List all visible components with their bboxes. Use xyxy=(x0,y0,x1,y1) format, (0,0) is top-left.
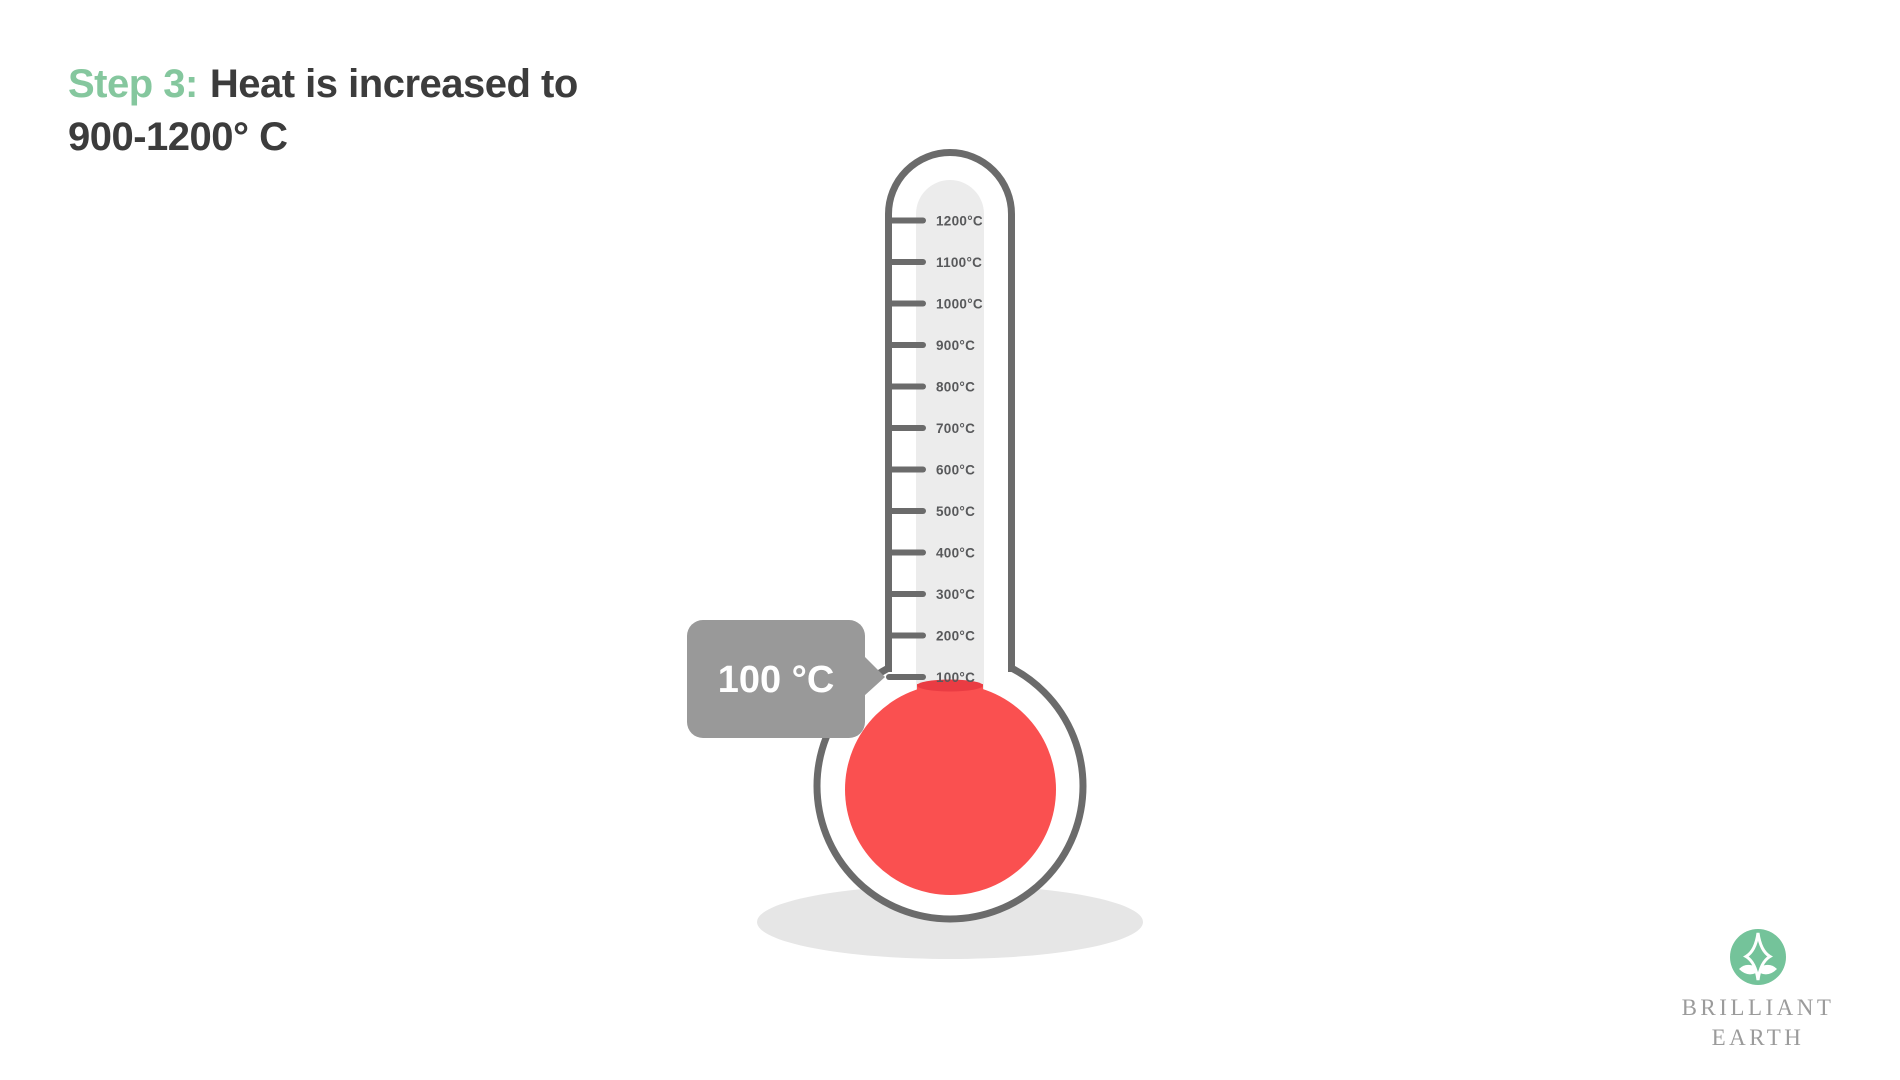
scale-label-600: 600°C xyxy=(936,463,975,478)
scale-label-800: 800°C xyxy=(936,380,975,395)
scale-label-900: 900°C xyxy=(936,338,975,353)
scale-labels: 1200°C 1100°C 1000°C 900°C 800°C 700°C 6… xyxy=(936,214,983,686)
brand-name-line1: BRILLIANT xyxy=(1681,995,1835,1020)
scale-label-400: 400°C xyxy=(936,546,975,561)
scale-label-1100: 1100°C xyxy=(936,255,982,270)
brand-logo-mark xyxy=(1730,929,1786,985)
title-line-2: 900-1200° C xyxy=(68,115,288,159)
brand-name-line2: EARTH xyxy=(1711,1025,1805,1050)
logo-leaf-left xyxy=(1739,964,1756,975)
logo-leaf-right xyxy=(1760,964,1777,975)
temperature-callout-value: 100 °C xyxy=(718,659,835,701)
callout-pointer xyxy=(864,656,885,696)
scale-label-700: 700°C xyxy=(936,421,975,436)
scale-label-1000: 1000°C xyxy=(936,297,983,312)
liquid-bulb xyxy=(845,684,1056,895)
title-text-1: Heat is increased to xyxy=(209,62,578,106)
scale-label-1200: 1200°C xyxy=(936,214,983,229)
scale-label-300: 300°C xyxy=(936,587,975,602)
temperature-callout: 100 °C xyxy=(687,620,885,738)
scale-ticks xyxy=(886,217,926,680)
liquid-meniscus xyxy=(917,679,983,692)
brand-logo: BRILLIANT EARTH xyxy=(1678,928,1838,1053)
step-label: Step 3: xyxy=(68,62,198,106)
scale-label-200: 200°C xyxy=(936,629,975,644)
page-title: Step 3: Heat is increased to 900-1200° C xyxy=(68,58,578,164)
scale-label-500: 500°C xyxy=(936,504,975,519)
callout-bubble xyxy=(687,620,865,738)
thermometer-tube-interior xyxy=(916,180,984,690)
title-line-1: Step 3: Heat is increased to xyxy=(68,58,578,111)
scale-label-100: 100°C xyxy=(936,670,975,685)
logo-star-icon xyxy=(1743,932,1773,981)
